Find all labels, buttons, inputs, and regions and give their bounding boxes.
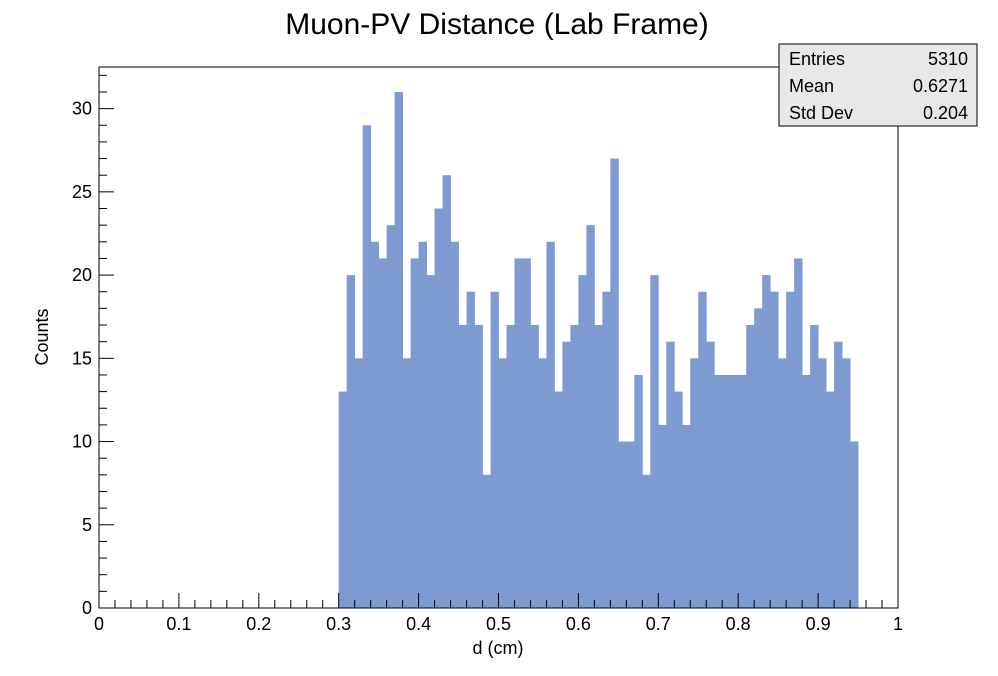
- y-axis-ticks: 0 5 10 15 20 25 30: [72, 74, 114, 618]
- histogram-bar: [738, 374, 747, 608]
- histogram-bar: [618, 441, 627, 608]
- histogram-bar: [850, 441, 859, 608]
- x-tick-label: 0.8: [726, 614, 751, 634]
- histogram-bar: [826, 391, 835, 608]
- histogram-bar: [354, 358, 364, 608]
- histogram-bar: [490, 291, 499, 608]
- stats-box: Entries 5310 Mean 0.6271 Std Dev 0.204: [778, 43, 978, 127]
- histogram-bar: [818, 358, 827, 608]
- histogram-bar: [546, 241, 555, 609]
- histogram-bar: [442, 175, 451, 608]
- histogram-bar: [386, 225, 396, 608]
- histogram-bar: [538, 358, 547, 608]
- histogram-bar: [778, 358, 787, 608]
- histogram-bar: [338, 391, 348, 608]
- x-tick-label: 0.9: [806, 614, 831, 634]
- histogram-bar: [642, 474, 651, 608]
- stats-mean-label: Mean: [789, 76, 834, 96]
- x-tick-label: 0.3: [326, 614, 351, 634]
- histogram-bar: [666, 341, 675, 608]
- histogram-bar: [370, 241, 380, 609]
- histogram-bar: [514, 258, 523, 608]
- stats-stddev-value: 0.204: [923, 103, 968, 123]
- y-tick-label: 30: [72, 99, 92, 119]
- histogram-bar: [658, 424, 667, 608]
- histogram-bar: [746, 325, 755, 608]
- histogram-bar: [594, 325, 603, 608]
- histogram-bar: [458, 325, 467, 608]
- histogram-bar: [530, 325, 539, 608]
- stats-entries-value: 5310: [928, 49, 968, 69]
- histogram-bar: [650, 275, 659, 608]
- histogram-bar: [362, 125, 372, 608]
- x-tick-label: 0.2: [246, 614, 271, 634]
- histogram-bar: [474, 325, 483, 608]
- x-tick-label: 0.6: [566, 614, 591, 634]
- histogram-bar: [378, 258, 388, 608]
- histogram-bar: [802, 374, 811, 608]
- histogram-bar: [794, 258, 803, 608]
- histogram-bar: [402, 358, 412, 608]
- histogram-bar: [722, 374, 731, 608]
- histogram-bar: [682, 424, 691, 608]
- y-tick-label: 5: [82, 515, 92, 535]
- histogram-bar: [410, 258, 419, 608]
- histogram-bar: [554, 391, 563, 608]
- histogram-bar: [586, 225, 595, 608]
- x-tick-label: 0.1: [166, 614, 191, 634]
- histogram-bar: [562, 341, 571, 608]
- histogram-bar: [634, 374, 643, 608]
- stats-mean-value: 0.6271: [913, 76, 968, 96]
- histogram-bar: [842, 358, 851, 608]
- histogram-bar: [602, 291, 611, 608]
- histogram-bar: [674, 391, 683, 608]
- histogram-bar: [522, 258, 531, 608]
- x-axis-ticks: 0 0.1 0.2 0.3 0.4 0.5 0.6 0.7 0.8 0.9 1: [94, 593, 903, 634]
- histogram-bar: [786, 291, 795, 608]
- x-tick-label: 0.7: [646, 614, 671, 634]
- x-tick-label: 0.5: [486, 614, 511, 634]
- y-tick-label: 0: [82, 598, 92, 618]
- x-tick-label: 0.4: [406, 614, 431, 634]
- histogram-bar: [770, 291, 779, 608]
- histogram-bar: [810, 325, 819, 608]
- histogram-bar: [698, 291, 707, 608]
- histogram-bar: [434, 208, 443, 608]
- histogram-bar: [578, 275, 587, 608]
- chart-title: Muon-PV Distance (Lab Frame): [285, 8, 709, 41]
- x-tick-label: 0: [94, 614, 104, 634]
- histogram-bar: [418, 241, 427, 609]
- stats-entries-label: Entries: [789, 49, 845, 69]
- histogram-bar: [482, 474, 491, 608]
- histogram-bar: [754, 308, 763, 608]
- x-axis-label: d (cm): [473, 638, 524, 658]
- histogram-bar: [626, 441, 635, 608]
- histogram-bars: [338, 91, 859, 609]
- histogram-bar: [346, 275, 356, 608]
- y-tick-label: 15: [72, 348, 92, 368]
- histogram-bar: [394, 91, 404, 608]
- stats-box-frame: [778, 43, 978, 127]
- histogram-bar: [498, 358, 507, 608]
- stats-stddev-label: Std Dev: [789, 103, 853, 123]
- histogram-bar: [466, 291, 475, 608]
- histogram-bar: [450, 241, 459, 609]
- histogram-bar: [706, 341, 715, 608]
- histogram-bar: [834, 341, 843, 608]
- y-tick-label: 25: [72, 182, 92, 202]
- y-tick-label: 20: [72, 265, 92, 285]
- x-tick-label: 1: [893, 614, 903, 634]
- y-axis-label: Counts: [32, 308, 52, 365]
- histogram-bar: [610, 158, 619, 609]
- histogram-bar: [762, 275, 771, 608]
- histogram-bar: [714, 374, 723, 608]
- histogram-bar: [690, 358, 699, 608]
- histogram-bar: [506, 325, 515, 608]
- histogram-bar: [570, 325, 579, 608]
- histogram-bar: [426, 275, 435, 608]
- histogram-bar: [730, 374, 739, 608]
- y-tick-label: 10: [72, 432, 92, 452]
